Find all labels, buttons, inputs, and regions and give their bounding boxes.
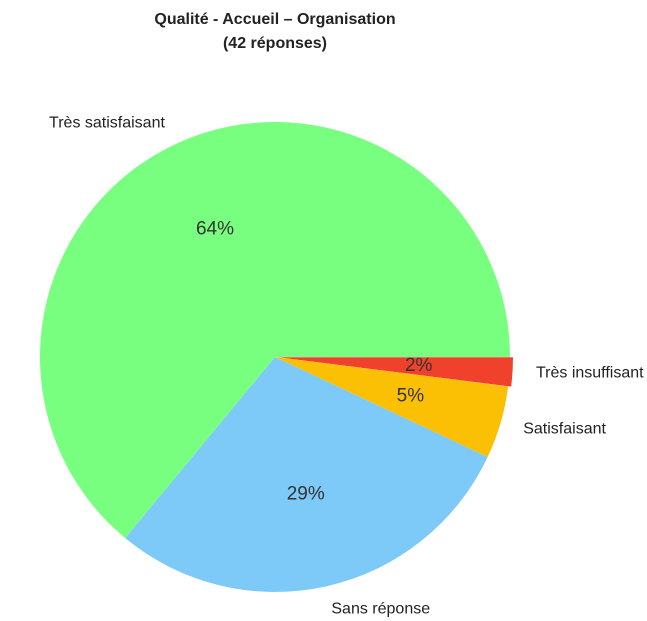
pie-slice — [39, 122, 510, 539]
chart-title: Qualité - Accueil – Organisation — [154, 11, 395, 28]
percent-label: 2% — [405, 355, 433, 376]
percent-label: 64% — [196, 218, 234, 239]
pie-slice — [125, 357, 488, 592]
percent-label: 5% — [397, 385, 425, 406]
slice-name: Satisfaisant — [523, 420, 606, 437]
chart-subtitle: (42 réponses) — [223, 35, 327, 52]
pie-slice — [277, 357, 513, 387]
slice-name: Très satisfaisant — [49, 114, 165, 131]
percent-label: 29% — [287, 484, 325, 505]
slice-name: Sans réponse — [331, 600, 430, 617]
pie-slice — [275, 357, 509, 458]
slice-name: Très insuffisant — [536, 365, 644, 382]
